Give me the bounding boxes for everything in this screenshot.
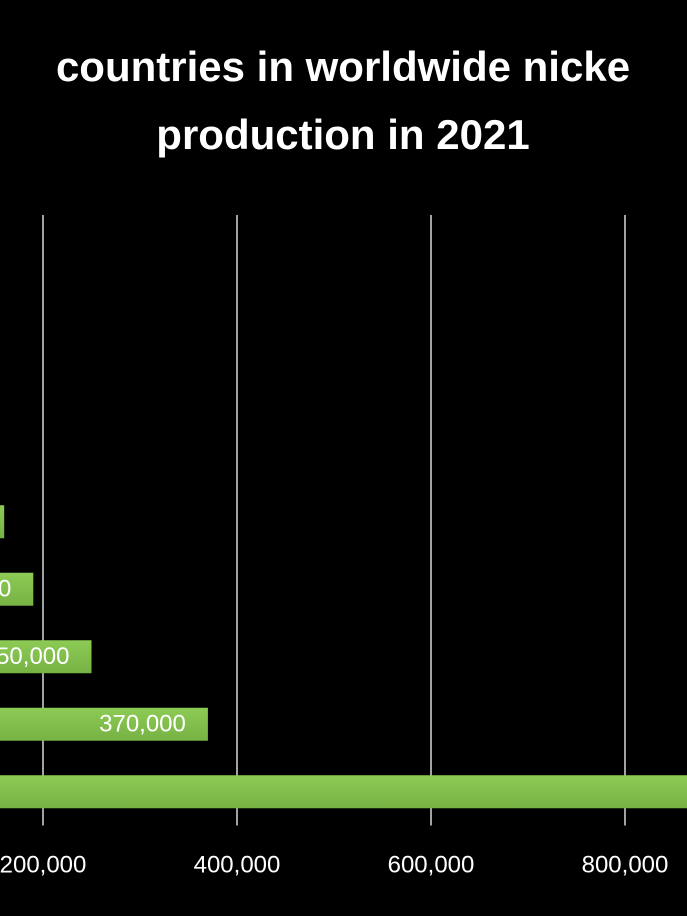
x-tick-label: 800,000 <box>582 851 669 878</box>
value-label: 250,000 <box>0 643 70 670</box>
x-tick-label: 400,000 <box>194 851 281 878</box>
bar <box>0 640 92 674</box>
bar <box>0 775 687 809</box>
x-tick-label: 200,000 <box>0 851 86 878</box>
value-label: 370,000 <box>99 711 186 738</box>
bar <box>0 707 208 741</box>
chart-title: countries in worldwide nicke <box>56 43 630 90</box>
x-tick-label: 600,000 <box>388 851 475 878</box>
value-label: 190,000 <box>0 576 11 603</box>
bar <box>0 505 5 539</box>
bar <box>0 572 34 606</box>
chart-title: production in 2021 <box>156 111 529 158</box>
